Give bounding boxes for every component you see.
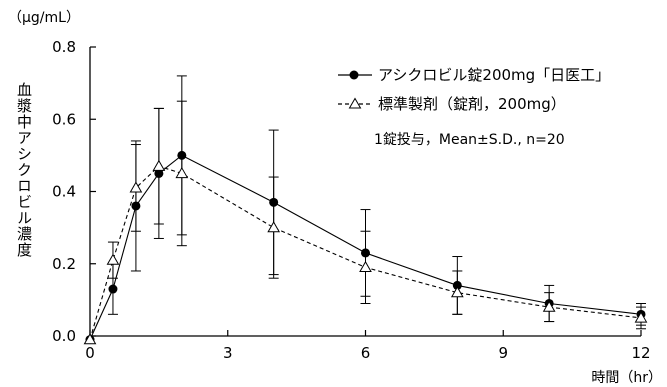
y-tick-label: 0.0 bbox=[52, 327, 76, 345]
legend-marker-reference bbox=[348, 97, 362, 109]
dosing-note: 1錠投与，Mean±S.D., n=20 bbox=[374, 132, 565, 148]
y-axis-label: 血漿中アシクロビル濃度 bbox=[15, 82, 33, 258]
legend-label-test: アシクロビル錠200mg「日医工」 bbox=[378, 66, 610, 84]
x-ticks: 0 3 6 9 12 bbox=[85, 330, 651, 362]
y-tick-label: 0.8 bbox=[52, 38, 76, 56]
series-line bbox=[89, 165, 642, 340]
data-point bbox=[129, 181, 143, 193]
data-point bbox=[152, 159, 166, 171]
data-point bbox=[450, 286, 464, 298]
legend: アシクロビル錠200mg「日医工」 標準製剤（錠剤，200mg） 1錠投与，Me… bbox=[338, 66, 610, 148]
data-point bbox=[106, 253, 120, 265]
data-point bbox=[267, 221, 281, 233]
x-axis-label: 時間（hr） bbox=[591, 370, 662, 386]
legend-label-reference: 標準製剤（錠剤，200mg） bbox=[378, 95, 566, 113]
y-ticks: 0.0 0.2 0.4 0.6 0.8 bbox=[52, 38, 96, 345]
data-point bbox=[542, 300, 556, 312]
x-tick-label: 9 bbox=[498, 344, 508, 362]
legend-marker-test bbox=[349, 70, 359, 80]
series-reference bbox=[83, 100, 648, 345]
data-point bbox=[359, 260, 372, 272]
y-tick-label: 0.4 bbox=[52, 183, 76, 201]
x-tick-label: 0 bbox=[85, 344, 95, 362]
data-point bbox=[634, 311, 648, 323]
data-point bbox=[83, 333, 97, 345]
data-point bbox=[108, 284, 118, 294]
series-layer bbox=[83, 75, 648, 345]
data-point bbox=[175, 166, 189, 179]
x-tick-label: 6 bbox=[361, 344, 371, 362]
y-tick-label: 0.6 bbox=[52, 110, 76, 128]
y-tick-label: 0.2 bbox=[52, 255, 76, 273]
series-line bbox=[89, 154, 642, 340]
x-tick-label: 3 bbox=[223, 344, 233, 362]
x-tick-label: 12 bbox=[631, 344, 650, 362]
y-unit-label: （μg/mL） bbox=[8, 10, 80, 26]
